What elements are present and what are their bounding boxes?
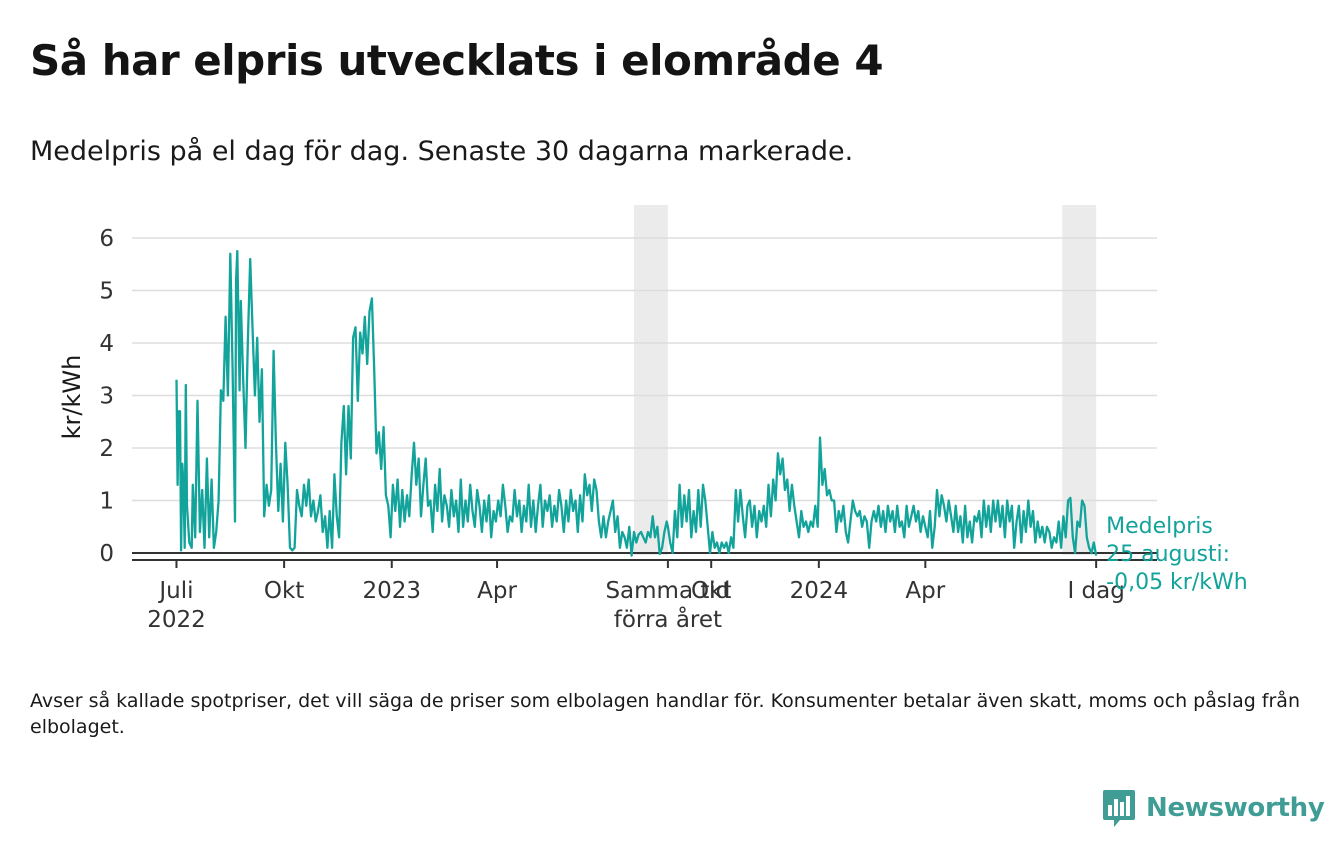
highlight-bands: [633, 205, 1097, 555]
x-tick-label: förra året: [614, 605, 722, 633]
y-tick-label: 4: [99, 331, 114, 357]
highlight-band-2: [1062, 205, 1097, 555]
annotation-line-3: -0,05 kr/kWh: [1106, 570, 1248, 595]
x-tick-label: Juli: [157, 578, 193, 604]
y-axis-label: kr/kWh: [58, 355, 86, 440]
y-tick-label: 0: [99, 541, 114, 567]
x-tick-label: 2022: [147, 607, 206, 633]
price-chart: 0 1 2 3 4 5 6 Juli 2022 Okt 2023 Apr Samma tidförra…: [58, 205, 1248, 633]
newsworthy-logo[interactable]: Newsworthy: [1102, 788, 1325, 828]
y-tick-label: 6: [99, 226, 114, 252]
latest-price-annotation: Medelpris 25 augusti: -0,05 kr/kWh: [1106, 514, 1248, 595]
x-tick-label: Okt: [691, 578, 731, 604]
annotation-line-1: Medelpris: [1106, 514, 1213, 539]
y-tick-label: 3: [99, 384, 114, 410]
x-tick-label: Apr: [477, 578, 517, 604]
x-tick-label: 2023: [362, 578, 421, 604]
price-series-line: [175, 249, 1098, 557]
x-tick-label: I dag: [1067, 578, 1124, 604]
y-tick-label: 1: [99, 489, 114, 515]
newsworthy-chart-bubble-icon: [1103, 790, 1135, 827]
footnote: Avser så kallade spotpriser, det vill sä…: [30, 690, 1300, 738]
y-tick-label: 2: [99, 436, 114, 462]
x-tick-label: 2024: [790, 578, 849, 604]
y-tick-labels: 0 1 2 3 4 5 6: [99, 226, 114, 567]
x-tick-label: Apr: [905, 578, 945, 604]
x-tick-label: Samma tid: [605, 578, 730, 604]
chart-title: Så har elpris utvecklats i elområde 4: [30, 36, 884, 85]
y-tick-label: 5: [99, 279, 114, 305]
logo-text: Newsworthy: [1146, 793, 1325, 823]
chart-subtitle: Medelpris på el dag för dag. Senaste 30 …: [30, 136, 854, 167]
x-tick-label: Okt: [264, 578, 304, 604]
annotation-line-2: 25 augusti:: [1106, 542, 1230, 567]
highlight-band-1: [633, 205, 668, 555]
